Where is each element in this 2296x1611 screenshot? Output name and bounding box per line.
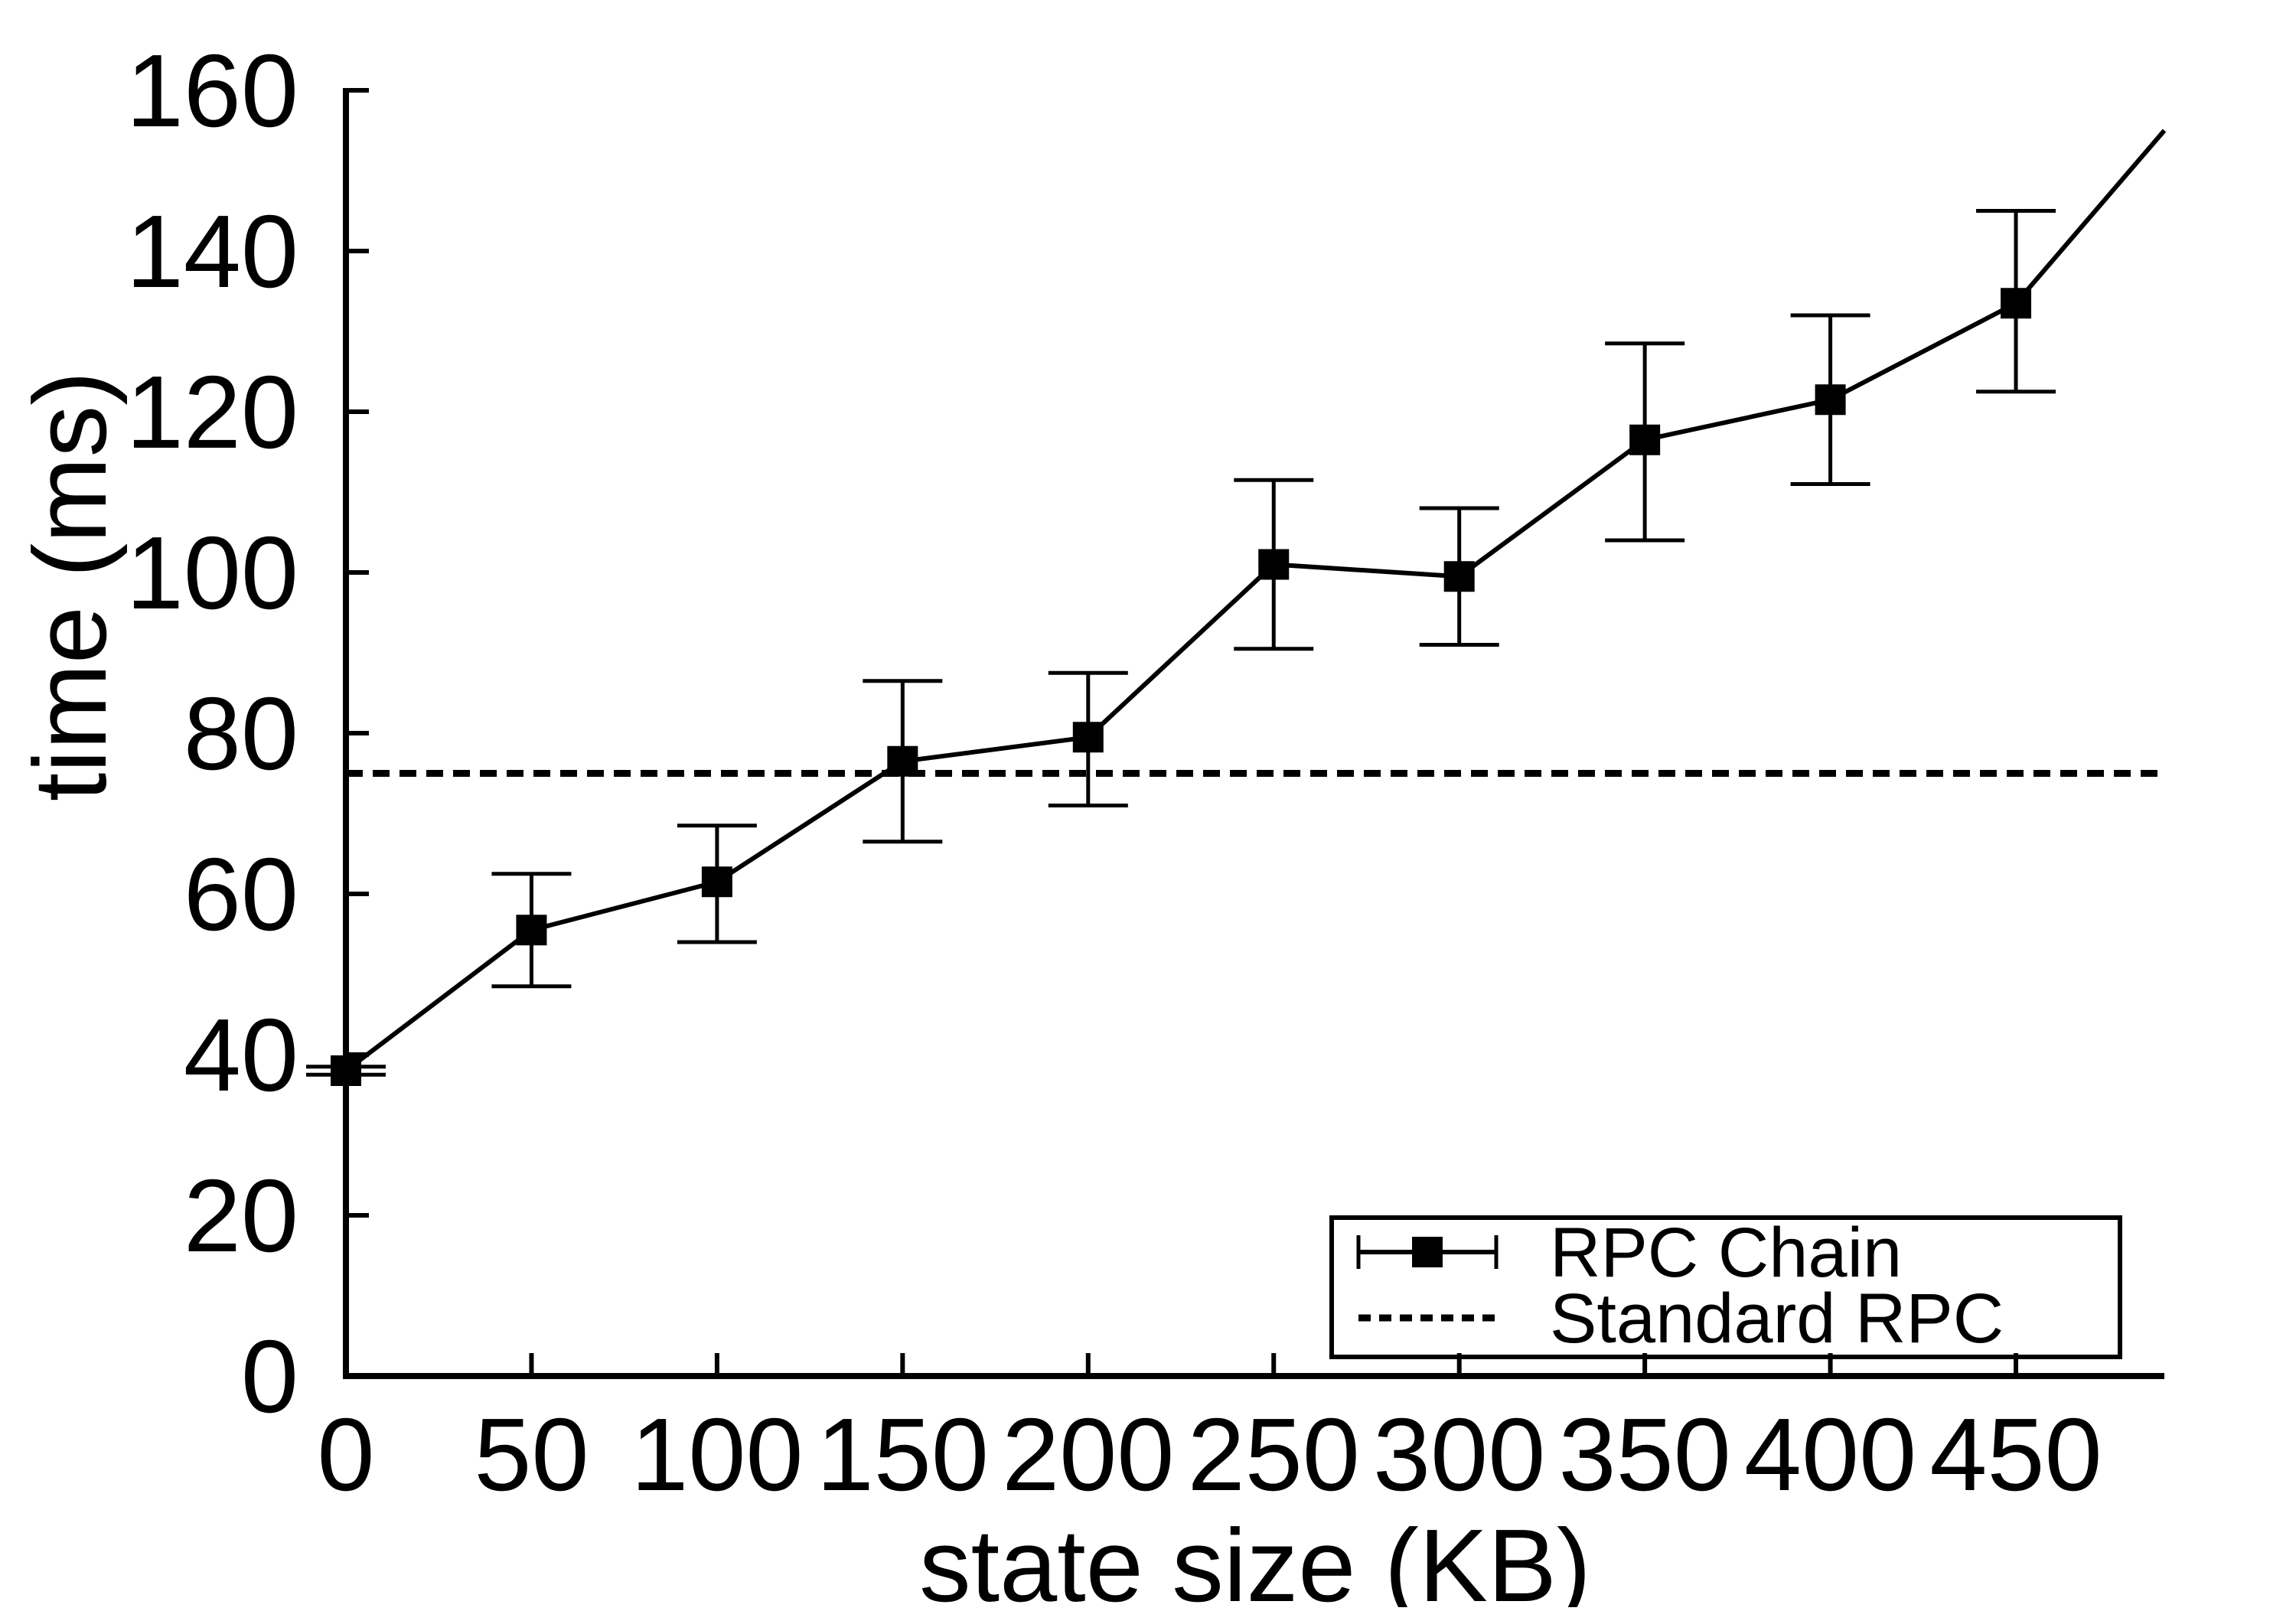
y-tick-label: 20	[184, 1158, 298, 1273]
x-tick-label: 350	[1559, 1397, 1731, 1512]
axis-lines	[343, 88, 2164, 1379]
legend-border	[1329, 1215, 2122, 1359]
x-tick-label: 100	[631, 1397, 803, 1512]
data-point-square-marker	[516, 915, 547, 946]
x-tick-label: 250	[1188, 1397, 1360, 1512]
data-point-square-marker	[1258, 549, 1290, 580]
data-point-square-marker	[887, 745, 918, 777]
y-tick-label: 0	[241, 1319, 298, 1434]
y-tick-label: 140	[126, 194, 298, 309]
data-point-square-marker	[1443, 561, 1475, 592]
rpc-chain-line	[344, 129, 2167, 1073]
y-tick-label: 160	[126, 33, 298, 148]
data-point-square-marker	[2001, 288, 2032, 319]
x-tick-label: 300	[1373, 1397, 1545, 1512]
x-axis-ticks: 0 50 100 150 200 250 300 350 400 450	[317, 1353, 2102, 1512]
y-axis-ticks: 0 20 40 60 80 100 120 140 160	[126, 33, 369, 1434]
x-tick-label: 200	[1002, 1397, 1174, 1512]
series-rpc-chain	[306, 129, 2167, 1086]
data-point-square-marker	[1629, 424, 1661, 455]
x-tick-label: 50	[474, 1397, 589, 1512]
legend-item-rpc-chain: RPC Chain	[1356, 1214, 1902, 1292]
legend-label-rpc-chain: RPC Chain	[1550, 1214, 1902, 1292]
x-tick-label: 450	[1929, 1397, 2102, 1512]
x-axis-title: state size (KB)	[919, 1508, 1591, 1607]
y-tick-label: 120	[126, 354, 298, 470]
y-tick-label: 60	[184, 836, 298, 952]
legend-label-standard-rpc: Standard RPC	[1550, 1280, 2004, 1358]
data-point-square-marker	[1072, 722, 1104, 753]
y-axis-title: time (ms)	[12, 371, 128, 801]
y-tick-label: 40	[184, 997, 298, 1113]
x-tick-label: 400	[1744, 1397, 1916, 1512]
legend-item-standard-rpc: Standard RPC	[1358, 1280, 2004, 1358]
axes	[343, 88, 2164, 1379]
y-tick-label: 80	[184, 676, 298, 791]
legend: RPC Chain Standard RPC	[1329, 1214, 2122, 1359]
x-tick-label: 150	[817, 1397, 989, 1512]
data-point-square-marker	[1815, 384, 1846, 416]
data-point-square-marker	[701, 866, 732, 898]
x-tick-label: 0	[317, 1397, 374, 1512]
legend-square-marker-icon	[1412, 1237, 1443, 1267]
y-tick-label: 100	[126, 515, 298, 631]
